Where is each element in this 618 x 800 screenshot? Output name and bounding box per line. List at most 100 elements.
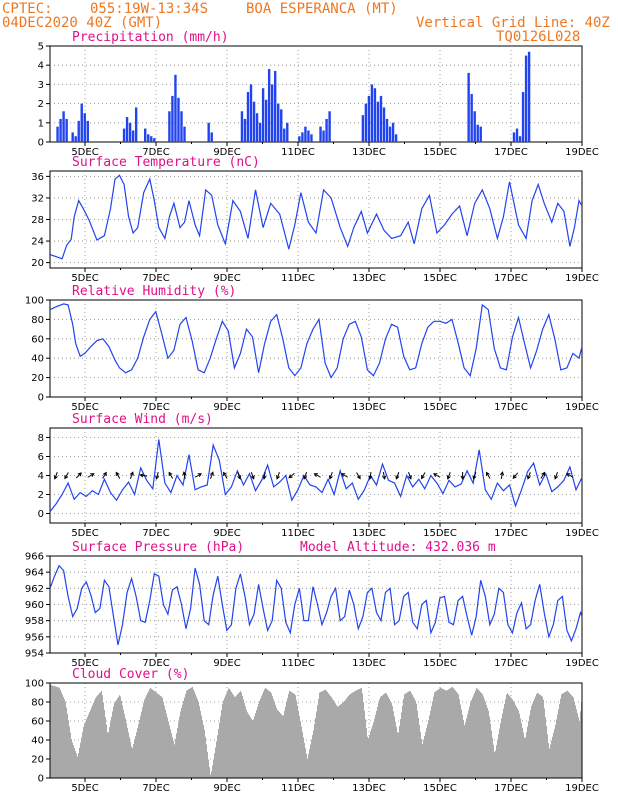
precip-bar (249, 84, 253, 142)
precip-bar (240, 111, 244, 142)
y-tick-label-wind: 0 (38, 509, 44, 520)
y-tick-label-precipitation: 4 (38, 61, 44, 72)
cloud-cover-bar (440, 687, 441, 778)
cloud-cover-bar (80, 742, 81, 778)
cloud-cover-bar (552, 736, 553, 778)
cloud-cover-bar (557, 714, 558, 778)
cloud-cover-bar (158, 694, 159, 778)
cloud-cover-bar (365, 719, 366, 778)
cloud-cover-bar (575, 705, 576, 778)
cloud-cover-bar (77, 756, 78, 778)
cloud-cover-bar (215, 747, 216, 778)
cloud-cover-bar (565, 691, 566, 778)
precip-bar (77, 120, 80, 142)
precip-bar (264, 99, 268, 142)
cloud-cover-bar (103, 702, 104, 778)
precip-bar (373, 88, 377, 142)
cloud-cover-bar (454, 689, 455, 778)
cloud-cover-bar (178, 722, 179, 778)
cloud-cover-bar (97, 695, 98, 778)
y-tick-label-pressure: 964 (25, 568, 44, 579)
header-source: CPTEC: (2, 1, 53, 17)
wind-arrow (486, 472, 491, 479)
cloud-cover-bar (276, 707, 277, 778)
cloud-cover-bar (311, 739, 312, 778)
x-tick-label-precipitation: 5DEC (71, 147, 98, 158)
cloud-cover-bar (214, 753, 215, 778)
cloud-cover-bar (69, 726, 70, 778)
cloud-cover-bar (239, 692, 240, 778)
x-tick-label-cloud: 13DEC (352, 783, 386, 794)
precip-bar (122, 128, 126, 142)
wind-arrow-head (90, 473, 95, 477)
cloud-cover-bar (333, 700, 334, 778)
precip-bar (376, 101, 380, 142)
cloud-cover-bar (112, 711, 113, 778)
cloud-cover-bar (411, 693, 412, 778)
cloud-cover-bar (355, 690, 356, 778)
cloud-cover-bar (216, 741, 217, 778)
cloud-cover-bar (313, 730, 314, 778)
wind-arrow-head (182, 471, 187, 476)
cloud-cover-bar (325, 689, 326, 778)
cloud-cover-bar (64, 699, 65, 778)
cloud-cover-bar (315, 717, 316, 778)
x-tick-label-precipitation: 13DEC (352, 147, 386, 158)
cloud-cover-bar (522, 727, 523, 778)
series-line-wind (49, 439, 583, 512)
cloud-cover-bar (167, 717, 168, 778)
precip-bar (56, 126, 59, 142)
wind-arrow-head (356, 474, 361, 480)
x-tick-label-wind: 19DEC (565, 528, 599, 539)
cloud-cover-bar (305, 748, 306, 778)
cloud-cover-bar (478, 689, 479, 778)
cloud-cover-bar (182, 704, 183, 778)
cloud-cover-bar (466, 718, 467, 778)
wind-arrow-head (460, 475, 465, 481)
precip-bar (524, 55, 528, 142)
precip-bar (210, 132, 213, 142)
precip-bar (147, 134, 150, 142)
cloud-cover-bar (419, 724, 420, 778)
cloud-cover-bar (89, 712, 90, 778)
cloud-cover-bar (299, 715, 300, 778)
cloud-cover-bar (140, 715, 141, 778)
cloud-cover-bar (495, 750, 496, 778)
cloud-cover-bar (569, 692, 570, 778)
x-tick-label-pressure: 19DEC (565, 658, 599, 669)
header-station: BOA ESPERANCA (MT) (246, 1, 398, 17)
wind-arrow-head (209, 471, 214, 476)
precip-bar (301, 132, 304, 142)
cloud-cover-bar (99, 693, 100, 778)
cloud-cover-bar (267, 689, 268, 778)
cloud-cover-bar (93, 702, 94, 778)
wind-arrow (512, 472, 519, 479)
x-tick-label-precipitation: 7DEC (142, 147, 169, 158)
cloud-cover-bar (220, 716, 221, 778)
cloud-cover-bar (456, 691, 457, 778)
wind-arrow (288, 472, 295, 479)
cloud-cover-bar (251, 718, 252, 778)
wind-arrow-head (368, 475, 373, 480)
cloud-cover-bar (347, 697, 348, 778)
cloud-cover-bar (571, 695, 572, 778)
cloud-cover-bar (67, 713, 68, 778)
cloud-cover-bar (422, 743, 423, 778)
cloud-cover-bar (564, 692, 565, 778)
cloud-cover-bar (198, 701, 199, 778)
cloud-cover-bar (531, 705, 532, 778)
cloud-cover-bar (429, 715, 430, 778)
precip-bar (470, 94, 473, 142)
cloud-cover-bar (492, 737, 493, 778)
cloud-cover-bar (261, 696, 262, 778)
cloud-cover-bar (339, 705, 340, 778)
cloud-cover-bar (291, 691, 292, 778)
precip-bar (86, 120, 89, 142)
cloud-cover-bar (81, 737, 82, 778)
cloud-cover-bar (70, 732, 71, 778)
cloud-cover-bar (285, 706, 286, 778)
y-tick-label-pressure: 962 (25, 584, 44, 595)
cloud-cover-bar (195, 694, 196, 778)
wind-arrow-head (276, 475, 280, 480)
cloud-cover-bar (320, 692, 321, 778)
